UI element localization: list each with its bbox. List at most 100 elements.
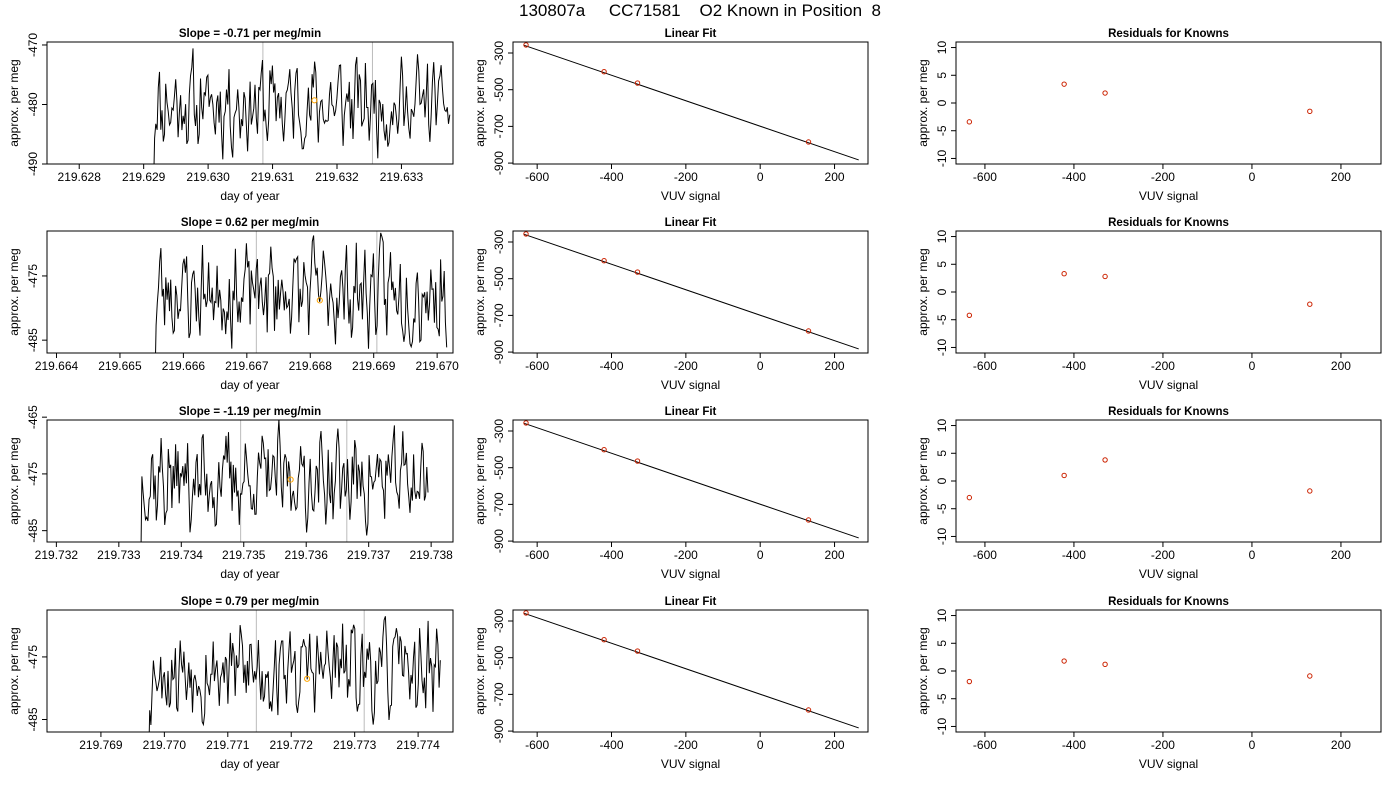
x-tick-label: 219.769 bbox=[79, 738, 123, 752]
data-point bbox=[966, 678, 973, 685]
plot-frame bbox=[955, 41, 1382, 165]
y-tick-label: -700 bbox=[492, 114, 506, 138]
mean-marker bbox=[303, 675, 311, 682]
y-tick-label: -475 bbox=[26, 264, 40, 288]
signal-trace bbox=[148, 616, 441, 732]
y-tick-label: 10 bbox=[935, 41, 949, 55]
y-tick-label: -485 bbox=[26, 328, 40, 352]
plot-frame bbox=[512, 609, 869, 733]
y-axis-label: approx. per meg bbox=[473, 59, 487, 146]
plot-frame bbox=[46, 419, 454, 543]
y-tick-label: -5 bbox=[935, 503, 949, 514]
panel-2-1: Slope = 0.62 per meg/min 219.664 219.665 21… bbox=[7, 217, 459, 392]
y-tick-label: -300 bbox=[492, 230, 506, 254]
plot-frame bbox=[955, 419, 1382, 543]
y-tick-label: 5 bbox=[935, 261, 949, 268]
x-tick-label: -200 bbox=[674, 170, 698, 184]
data-point bbox=[523, 231, 529, 237]
data-point bbox=[1307, 673, 1313, 679]
y-tick-label: -475 bbox=[26, 462, 40, 486]
x-tick-label: 0 bbox=[757, 170, 764, 184]
data-point bbox=[601, 69, 607, 75]
data-point bbox=[1102, 661, 1108, 668]
x-tick-label: 219.665 bbox=[98, 359, 142, 373]
y-axis-label: approx. per meg bbox=[7, 437, 21, 524]
x-tick-label: 219.733 bbox=[97, 548, 141, 562]
x-tick-label: 219.630 bbox=[186, 170, 230, 184]
plot-frame bbox=[46, 41, 454, 165]
panel-1-2: Linear Fit -600 -400 -200 0 200 -300 -500 -700 -9… bbox=[473, 28, 869, 203]
mean-marker bbox=[311, 97, 318, 104]
x-tick-label: 200 bbox=[1331, 738, 1351, 752]
x-tick-label: -200 bbox=[674, 548, 698, 562]
plot-area bbox=[523, 42, 859, 161]
y-tick-label: -5 bbox=[935, 693, 949, 704]
x-tick-label: -400 bbox=[599, 359, 623, 373]
x-tick-label: -200 bbox=[1151, 738, 1175, 752]
panel-title: Linear Fit bbox=[665, 406, 717, 418]
x-tick-label: -600 bbox=[525, 548, 549, 562]
y-tick-label: -500 bbox=[492, 645, 506, 669]
panel-3-3: Residuals for Knowns -600 -400 -200 0 200 10 5 0… bbox=[916, 406, 1382, 581]
x-axis-label: VUV signal bbox=[1139, 567, 1198, 581]
plot-area bbox=[523, 610, 859, 729]
data-point bbox=[805, 517, 812, 523]
panel-2-3: Residuals for Knowns -600 -400 -200 0 200 10 5 0… bbox=[916, 217, 1382, 392]
y-tick-label: 0 bbox=[935, 667, 949, 674]
plot-frame bbox=[46, 609, 454, 733]
y-tick-label: 5 bbox=[935, 72, 949, 79]
data-point bbox=[1102, 457, 1108, 463]
y-tick-label: -700 bbox=[492, 303, 506, 327]
panel-title: Residuals for Knowns bbox=[1108, 406, 1229, 418]
x-tick-label: 219.735 bbox=[222, 548, 266, 562]
x-tick-label: -400 bbox=[599, 738, 623, 752]
y-tick-label: -485 bbox=[26, 518, 40, 542]
x-tick-label: 219.668 bbox=[289, 359, 333, 373]
y-tick-label: -500 bbox=[492, 77, 506, 101]
x-tick-label: -200 bbox=[1151, 170, 1175, 184]
x-tick-label: -400 bbox=[1062, 738, 1086, 752]
panel-3-2: Linear Fit -600 -400 -200 0 200 -300 -500 -700 -9… bbox=[473, 406, 869, 581]
x-tick-label: 219.772 bbox=[270, 738, 314, 752]
plot-area bbox=[148, 610, 441, 732]
y-tick-label: -10 bbox=[935, 338, 949, 356]
x-tick-label: -600 bbox=[525, 738, 549, 752]
data-point bbox=[1061, 81, 1067, 87]
x-tick-label: 219.629 bbox=[122, 170, 166, 184]
fit-line bbox=[523, 233, 859, 350]
x-tick-label: 0 bbox=[1249, 359, 1256, 373]
plot-area bbox=[153, 42, 451, 164]
y-axis-label: approx. per meg bbox=[473, 627, 487, 714]
x-axis-label: VUV signal bbox=[661, 189, 720, 203]
x-tick-label: -400 bbox=[1062, 548, 1086, 562]
x-tick-label: 219.773 bbox=[333, 738, 377, 752]
x-tick-label: 200 bbox=[825, 359, 845, 373]
figure-title: 130807a CC71581 O2 Known in Position 8 bbox=[519, 1, 881, 20]
y-tick-label: -900 bbox=[492, 529, 506, 553]
data-point bbox=[601, 258, 607, 264]
data-point bbox=[1061, 271, 1067, 277]
x-tick-label: 219.664 bbox=[35, 359, 79, 373]
data-point bbox=[634, 80, 641, 86]
x-tick-label: 219.666 bbox=[162, 359, 206, 373]
y-tick-label: -10 bbox=[935, 717, 949, 735]
x-tick-label: 0 bbox=[1249, 170, 1256, 184]
plot-frame bbox=[955, 230, 1382, 354]
panel-title: Residuals for Knowns bbox=[1108, 28, 1229, 40]
data-point bbox=[634, 648, 641, 654]
y-tick-label: -480 bbox=[26, 92, 40, 116]
panel-4-2: Linear Fit -600 -400 -200 0 200 -300 -500 -700 -9… bbox=[473, 596, 869, 771]
x-tick-label: 219.632 bbox=[315, 170, 359, 184]
x-tick-label: 219.770 bbox=[143, 738, 187, 752]
x-tick-label: 0 bbox=[1249, 738, 1256, 752]
plot-area bbox=[140, 420, 429, 542]
fit-line bbox=[523, 44, 859, 161]
panel-title: Slope = 0.79 per meg/min bbox=[181, 596, 319, 608]
x-tick-label: 219.771 bbox=[206, 738, 250, 752]
x-tick-label: 219.774 bbox=[396, 738, 440, 752]
y-axis-label: approx. per meg bbox=[473, 437, 487, 524]
y-tick-label: -500 bbox=[492, 266, 506, 290]
y-tick-label: -465 bbox=[26, 405, 40, 429]
y-tick-label: 10 bbox=[935, 609, 949, 623]
y-tick-label: -900 bbox=[492, 719, 506, 743]
